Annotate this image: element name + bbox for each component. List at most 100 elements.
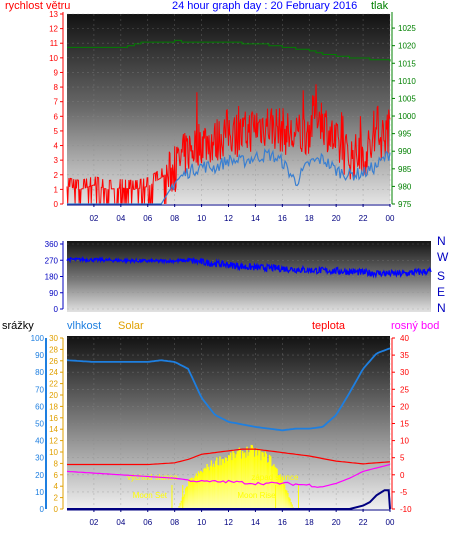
humidity-tick-label: 14: [49, 425, 58, 434]
wind-x-label: 10: [197, 214, 206, 223]
rain-tick-label: 90: [35, 351, 44, 360]
pressure-tick-label: 1015: [398, 59, 416, 68]
direction-tick-label: 180: [45, 273, 59, 282]
annotation-label: východ slunce: [127, 473, 178, 482]
climate-left-axes: 0102030405060708090100024681012141618202…: [31, 334, 64, 514]
dew-point-label: rosný bod: [391, 320, 439, 332]
solar-bar: [215, 460, 217, 509]
solar-bar: [276, 468, 278, 509]
wind-tick-label: 7: [54, 98, 59, 107]
solar-bar: [209, 465, 212, 509]
solar-bar: [204, 467, 206, 509]
solar-bar: [200, 470, 202, 509]
wind-tick-label: 8: [54, 83, 59, 92]
solar-bar: [254, 450, 257, 509]
solar-bar: [218, 465, 220, 509]
solar-bar: [233, 452, 235, 509]
solar-bar: [201, 471, 203, 509]
temperature-tick-label: 15: [400, 420, 409, 429]
solar-bar: [208, 470, 210, 509]
solar-bar: [268, 454, 271, 509]
humidity-line: [66, 347, 391, 432]
wind-x-label: 22: [359, 214, 368, 223]
solar-bar: [287, 493, 289, 509]
pressure-tick-label: 1000: [398, 112, 416, 121]
compass-label: W: [437, 250, 449, 264]
humidity-tick-label: 30: [49, 334, 58, 343]
solar-bar: [186, 486, 188, 509]
temperature-tick-label: 25: [400, 385, 409, 394]
wind-tick-label: 4: [54, 142, 59, 151]
wind-tick-label: 2: [54, 171, 59, 180]
wind-x-label: 06: [143, 214, 152, 223]
rain-tick-label: 70: [35, 385, 44, 394]
solar-bar: [279, 477, 281, 509]
pressure-tick-label: 985: [398, 165, 412, 174]
solar-bar: [180, 500, 182, 509]
solar-bar: [278, 475, 280, 509]
rain-tick-label: 100: [31, 334, 45, 343]
solar-bar: [234, 457, 236, 509]
solar-bar: [247, 455, 249, 509]
solar-bar: [188, 479, 190, 509]
solar-bar: [240, 458, 243, 509]
pressure-tick-label: 1020: [398, 42, 416, 51]
humidity-tick-label: 26: [49, 357, 58, 366]
wind-tick-label: 10: [49, 54, 58, 63]
solar-bar: [238, 447, 241, 509]
climate-x-label: 00: [386, 518, 395, 527]
humidity-tick-label: 10: [49, 448, 58, 457]
solar-bar: [244, 452, 246, 509]
solar-bar: [196, 476, 199, 509]
solar-bar: [274, 466, 276, 509]
solar-bar: [223, 463, 226, 509]
direction-tick-label: 0: [54, 305, 59, 314]
solar-bar: [220, 465, 222, 509]
direction-degree-axis: 0 90 180 270 360: [45, 240, 64, 314]
solar-bar: [203, 468, 205, 509]
wind-tick-label: 5: [54, 127, 59, 136]
humidity-tick-label: 24: [49, 368, 58, 377]
solar-bar: [251, 445, 253, 509]
solar-bar: [271, 466, 273, 509]
wind-panel-x-axis: 02 04 06 08 10 12 14 16 18 20 22 00: [67, 204, 395, 223]
climate-panel-x-axis: 02 04 06 08 10 12 14 16 18 20 22 00: [67, 509, 395, 527]
solar-bar: [258, 449, 260, 509]
solar-bar: [288, 497, 290, 509]
humidity-tick-label: 2: [54, 494, 59, 503]
climate-x-label: 06: [143, 518, 152, 527]
solar-bar: [189, 479, 191, 509]
wind-tick-label: 6: [54, 112, 59, 121]
wind-speed-label: rychlost větru: [5, 0, 70, 12]
humidity-tick-label: 8: [54, 459, 59, 468]
solar-bar: [237, 450, 240, 509]
wind-tick-label: 13: [49, 10, 58, 19]
solar-bar: [211, 466, 214, 509]
solar-bar: [262, 452, 264, 509]
solar-bar: [221, 459, 223, 509]
humidity-label: vlhkost: [67, 320, 101, 332]
solar-bar: [290, 502, 292, 509]
solar-bar: [266, 462, 269, 509]
pressure-tick-label: 995: [398, 130, 412, 139]
solar-bar: [256, 448, 258, 509]
solar-bar: [219, 456, 221, 509]
compass-label: E: [437, 285, 445, 299]
wind-tick-label: 3: [54, 156, 59, 165]
temperature-tick-label: 35: [400, 351, 409, 360]
climate-x-label: 12: [224, 518, 233, 527]
solar-bar: [184, 488, 187, 509]
solar-bar: [224, 457, 227, 509]
humidity-tick-label: 22: [49, 380, 58, 389]
solar-bar: [264, 451, 266, 509]
direction-tick-label: 90: [49, 289, 58, 298]
wind-tick-label: 11: [50, 39, 59, 48]
solar-bar: [272, 465, 274, 509]
climate-x-label: 16: [278, 518, 287, 527]
humidity-tick-label: 4: [54, 482, 59, 491]
wind-x-label: 12: [224, 214, 233, 223]
compass-label: N: [437, 234, 446, 248]
wind-tick-label: 9: [54, 68, 59, 77]
solar-bar: [217, 465, 219, 509]
